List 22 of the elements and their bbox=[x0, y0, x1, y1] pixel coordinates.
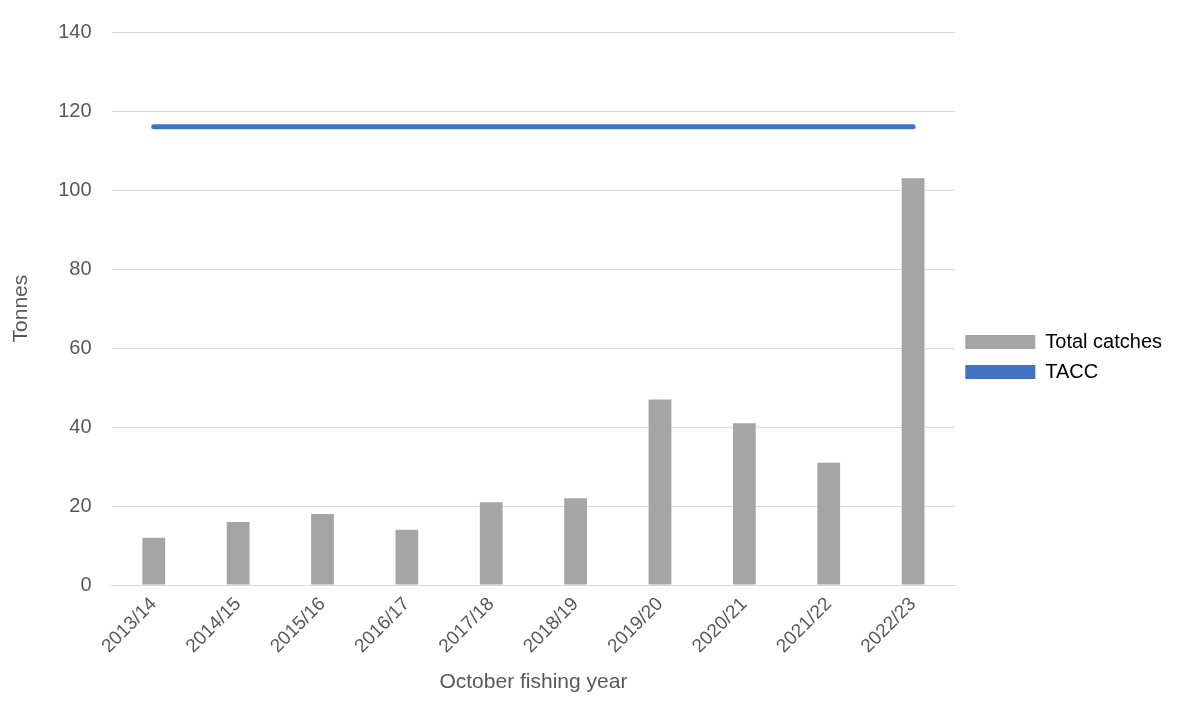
y-axis-title: Tonnes bbox=[8, 274, 32, 343]
x-axis-title: October fishing year bbox=[439, 669, 628, 693]
y-tick-label: 140 bbox=[58, 19, 92, 42]
y-tick-label: 0 bbox=[80, 572, 92, 595]
y-tick-label: 100 bbox=[58, 177, 92, 200]
legend-label: TACC bbox=[1045, 359, 1099, 382]
y-tick-label: 40 bbox=[69, 414, 92, 437]
bar bbox=[142, 537, 166, 585]
bar bbox=[395, 529, 419, 585]
y-tick-label: 80 bbox=[69, 256, 92, 279]
y-tick-label: 20 bbox=[69, 493, 92, 516]
bar bbox=[732, 423, 756, 585]
bar bbox=[311, 514, 334, 585]
bar bbox=[648, 399, 672, 585]
bar bbox=[226, 521, 250, 585]
y-tick-label: 120 bbox=[58, 98, 92, 121]
y-tick-label: 60 bbox=[69, 335, 92, 358]
bar bbox=[901, 178, 925, 585]
legend-label: Total catches bbox=[1045, 329, 1163, 352]
bar bbox=[817, 462, 841, 585]
bar bbox=[479, 502, 503, 585]
bar bbox=[564, 498, 587, 585]
